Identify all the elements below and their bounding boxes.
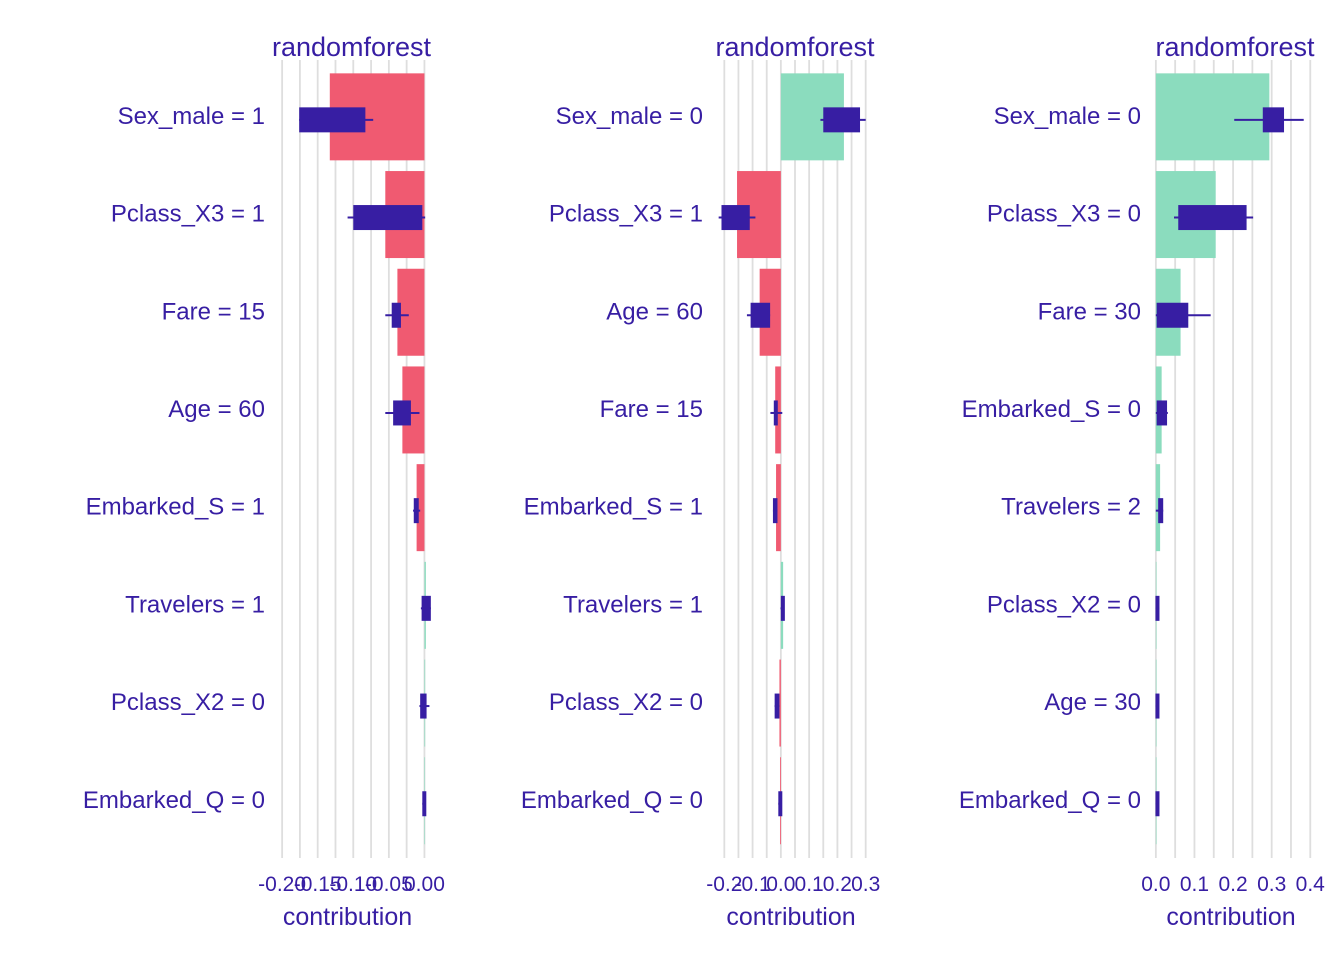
- contribution-bar: [779, 659, 781, 747]
- contribution-bar: [1155, 464, 1161, 552]
- panel-title: randomforest: [1155, 32, 1315, 62]
- category-label: Sex_male = 0: [994, 103, 1141, 130]
- boxplot-box: [780, 595, 785, 621]
- category-label: Travelers = 1: [563, 591, 703, 618]
- category-label: Age = 60: [168, 396, 265, 423]
- category-label: Pclass_X3 = 1: [111, 201, 265, 228]
- boxplot-box: [391, 302, 401, 328]
- boxplot-box: [353, 205, 423, 231]
- x-tick-label: 0.0: [766, 873, 795, 896]
- x-tick-label: -0.1: [734, 873, 770, 896]
- boxplot-box: [750, 302, 771, 328]
- category-label: Embarked_Q = 0: [521, 787, 703, 814]
- panel-title: randomforest: [272, 32, 432, 62]
- x-tick-label: -0.05: [365, 873, 413, 896]
- boxplot-box: [413, 498, 419, 524]
- boxplot-box: [420, 693, 427, 719]
- category-label: Fare = 15: [162, 298, 265, 325]
- boxplot-box: [1178, 205, 1247, 231]
- contribution-bar: [416, 464, 425, 552]
- x-axis-label: contribution: [283, 903, 412, 931]
- category-label: Pclass_X3 = 1: [549, 201, 703, 228]
- contribution-bar: [759, 268, 781, 356]
- x-tick-label: 0.0: [1141, 873, 1170, 896]
- boxplot-box: [1155, 693, 1160, 719]
- x-tick-label: 0.1: [1180, 873, 1209, 896]
- category-label: Pclass_X2 = 0: [111, 689, 265, 716]
- category-label: Fare = 15: [600, 396, 703, 423]
- category-label: Travelers = 1: [125, 591, 265, 618]
- category-label: Pclass_X3 = 0: [987, 201, 1141, 228]
- x-tick-label: 0.3: [1257, 873, 1286, 896]
- contribution-bar: [397, 268, 425, 356]
- boxplot-box: [422, 791, 427, 817]
- category-label: Embarked_Q = 0: [83, 787, 265, 814]
- x-tick-label: -0.10: [329, 873, 377, 896]
- boxplot-box: [823, 107, 861, 133]
- x-tick-label: 0.00: [404, 873, 445, 896]
- category-label: Fare = 30: [1038, 298, 1141, 325]
- contribution-bar: [402, 366, 425, 454]
- category-label: Age = 60: [606, 298, 703, 325]
- x-tick-label: 0.2: [823, 873, 852, 896]
- x-tick-label: 0.4: [1296, 873, 1326, 896]
- boxplot-box: [1156, 302, 1189, 328]
- category-label: Sex_male = 1: [118, 103, 265, 130]
- x-axis-label: contribution: [1166, 903, 1295, 931]
- category-label: Travelers = 2: [1001, 494, 1141, 521]
- x-tick-label: 0.3: [851, 873, 880, 896]
- category-label: Sex_male = 0: [556, 103, 703, 130]
- boxplot-box: [299, 107, 366, 133]
- contribution-bar: [776, 464, 781, 552]
- boxplot-box: [1155, 595, 1160, 621]
- boxplot-box: [772, 498, 778, 524]
- boxplot-box: [1156, 400, 1168, 426]
- category-label: Age = 30: [1044, 689, 1141, 716]
- category-label: Embarked_Q = 0: [959, 787, 1141, 814]
- contribution-bar: [1155, 73, 1270, 161]
- boxplot-box: [773, 400, 778, 426]
- panel-title: randomforest: [715, 32, 875, 62]
- boxplot-box: [1262, 107, 1285, 133]
- x-tick-label: 0.2: [1218, 873, 1247, 896]
- boxplot-box: [778, 791, 783, 817]
- category-label: Pclass_X2 = 0: [549, 689, 703, 716]
- x-tick-label: -0.2: [706, 873, 742, 896]
- boxplot-box: [421, 595, 431, 621]
- boxplot-box: [1155, 791, 1160, 817]
- boxplot-box: [774, 693, 780, 719]
- x-tick-label: 0.1: [795, 873, 824, 896]
- x-tick-label: -0.20: [258, 873, 306, 896]
- boxplot-box: [1158, 498, 1164, 524]
- category-label: Embarked_S = 0: [962, 396, 1141, 423]
- category-label: Embarked_S = 1: [86, 494, 265, 521]
- contribution-bar: [775, 366, 781, 454]
- category-label: Pclass_X2 = 0: [987, 591, 1141, 618]
- x-axis-label: contribution: [726, 903, 855, 931]
- boxplot-box: [393, 400, 411, 426]
- boxplot-box: [721, 205, 750, 231]
- category-label: Embarked_S = 1: [524, 494, 703, 521]
- x-tick-label: -0.15: [294, 873, 342, 896]
